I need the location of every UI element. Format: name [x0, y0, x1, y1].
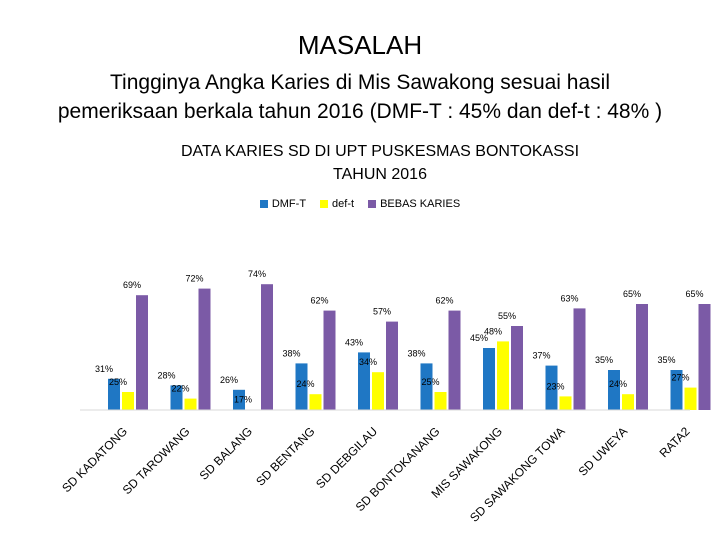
- bar-2-4: [386, 321, 398, 410]
- bar-2-5: [448, 310, 461, 410]
- legend-item-dmft: DMF-T: [259, 198, 307, 210]
- data-label-2-7: 63%: [560, 293, 578, 303]
- bar-0-8: [608, 370, 620, 410]
- category-label-8: SD UWEYA: [576, 424, 631, 479]
- data-label-1-7: 23%: [546, 381, 564, 391]
- data-label-2-4: 57%: [373, 307, 391, 317]
- bar-1-3: [309, 394, 322, 410]
- data-label-0-5: 38%: [407, 348, 425, 358]
- bar-2-0: [136, 295, 148, 410]
- legend-label-deft: def-t: [332, 198, 355, 210]
- chart-legend: DMF-T def-t BEBAS KARIES: [0, 198, 720, 210]
- bar-1-0: [122, 392, 134, 410]
- data-label-0-9: 35%: [657, 355, 675, 365]
- data-label-2-6: 55%: [498, 311, 516, 321]
- slide-title: MASALAH: [297, 30, 423, 60]
- category-label-2: SD BALANG: [197, 424, 255, 482]
- bar-1-6: [497, 341, 509, 410]
- bar-2-7: [573, 308, 586, 410]
- bar-1-7: [559, 396, 572, 410]
- bar-2-8: [636, 304, 648, 410]
- data-label-2-0: 69%: [123, 280, 141, 290]
- bar-0-1: [170, 385, 183, 410]
- data-label-1-8: 24%: [609, 379, 627, 389]
- legend-swatch-dmft: [259, 200, 268, 208]
- data-label-2-8: 65%: [623, 289, 641, 299]
- data-label-2-9: 65%: [685, 289, 703, 299]
- category-label-3: SD BENTANG: [253, 424, 317, 488]
- data-label-0-4: 43%: [345, 337, 363, 347]
- category-label-1: SD TAROWANG: [120, 424, 193, 497]
- data-label-1-6: 48%: [484, 326, 502, 336]
- bar-1-5: [434, 392, 447, 410]
- bar-0-7: [545, 365, 558, 410]
- bar-1-8: [622, 394, 634, 410]
- data-label-2-1: 72%: [185, 274, 203, 284]
- data-label-0-7: 37%: [532, 351, 550, 361]
- legend-swatch-bebas-karies: [368, 200, 377, 208]
- chart-title: DATA KARIES SD DI UPT PUSKESMAS BONTOKAS…: [130, 140, 630, 186]
- data-label-0-0: 31%: [95, 364, 113, 374]
- bar-0-0: [108, 378, 120, 410]
- data-label-1-4: 34%: [359, 357, 377, 367]
- data-label-0-3: 38%: [282, 348, 300, 358]
- bar-0-3: [295, 363, 308, 410]
- bar-2-9: [698, 304, 711, 410]
- data-label-1-2: 17%: [234, 395, 252, 405]
- category-label-9: RATA2: [657, 424, 693, 460]
- bar-0-6: [483, 348, 495, 410]
- data-label-2-2: 74%: [248, 269, 266, 279]
- legend-label-dmft: DMF-T: [271, 198, 307, 210]
- data-label-0-8: 35%: [595, 355, 613, 365]
- bar-0-5: [420, 363, 433, 410]
- data-label-1-5: 25%: [421, 377, 439, 387]
- legend-swatch-deft: [320, 200, 329, 208]
- data-label-0-2: 26%: [220, 375, 238, 385]
- data-label-1-3: 24%: [296, 379, 314, 389]
- slide-subtitle: Tingginya Angka Karies di Mis Sawakong s…: [20, 68, 700, 126]
- legend-item-bebas-karies: BEBAS KARIES: [368, 198, 460, 210]
- legend-label-bebas-karies: BEBAS KARIES: [380, 198, 461, 210]
- bar-1-9: [684, 387, 697, 410]
- data-label-0-6: 45%: [470, 333, 488, 343]
- subtitle-line-1: Tingginya Angka Karies di Mis Sawakong s…: [110, 71, 610, 94]
- bar-1-4: [372, 372, 384, 410]
- bar-0-4: [358, 352, 370, 410]
- bar-2-3: [323, 310, 336, 410]
- category-label-4: SD DEBGILAU: [313, 424, 380, 491]
- subtitle-line-2: pemeriksaan berkala tahun 2016 (DMF-T : …: [57, 100, 663, 123]
- bar-2-2: [261, 284, 273, 410]
- bar-1-1: [184, 398, 197, 410]
- chart-title-line-2: TAHUN 2016: [333, 166, 427, 183]
- data-label-1-0: 25%: [109, 377, 127, 387]
- bar-2-6: [511, 326, 523, 410]
- data-label-2-3: 62%: [310, 296, 328, 306]
- data-label-1-1: 22%: [171, 384, 189, 394]
- bar-0-9: [670, 370, 683, 410]
- chart-title-line-1: DATA KARIES SD DI UPT PUSKESMAS BONTOKAS…: [180, 143, 580, 160]
- data-label-1-9: 27%: [671, 373, 689, 383]
- category-label-0: SD KADATONG: [59, 424, 130, 495]
- bar-2-1: [198, 288, 211, 410]
- data-label-2-5: 62%: [435, 296, 453, 306]
- data-label-0-1: 28%: [157, 370, 175, 380]
- bar-0-2: [233, 389, 245, 410]
- legend-item-deft: def-t: [320, 198, 354, 210]
